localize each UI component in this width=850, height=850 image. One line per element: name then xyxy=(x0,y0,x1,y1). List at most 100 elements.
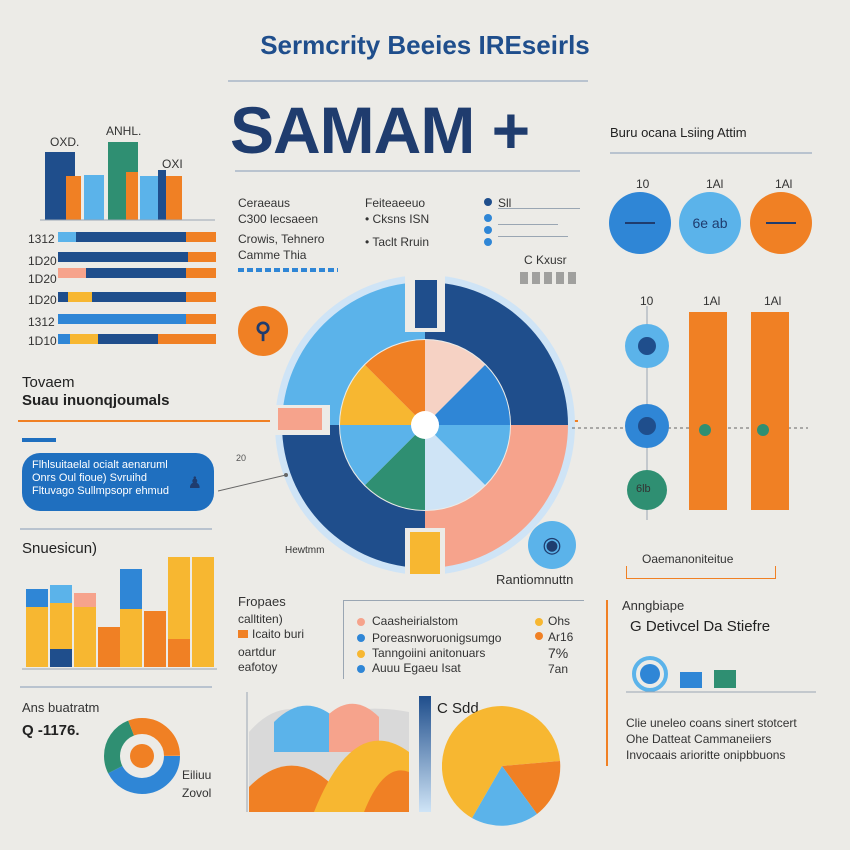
stacked-column-chart xyxy=(22,557,217,670)
mid-col3-rule-2 xyxy=(498,224,558,225)
bottom-pie-yellow xyxy=(502,706,560,766)
left-divider xyxy=(20,528,212,530)
hbar-3c xyxy=(186,268,216,278)
hbar-6d xyxy=(158,334,216,344)
hbar-label-2: 1D20 xyxy=(28,254,57,268)
area-chart xyxy=(246,692,409,812)
mid-col2-line2: • Cksns ISN xyxy=(365,212,430,226)
hbar-label-5: 1312 xyxy=(28,315,55,329)
hbar-6b xyxy=(70,334,98,344)
mid-left-bottom-label: Hewtmm xyxy=(285,545,325,556)
hbar-label-1: 1312 xyxy=(28,232,55,246)
legend-val-dot-1 xyxy=(535,618,543,626)
col-1b xyxy=(26,607,48,667)
right-bar-label-1: 10 xyxy=(640,294,654,308)
col-7a xyxy=(168,557,190,639)
mid-col3-sub: C Kxusr xyxy=(524,253,567,267)
right-circle-2: 6e ab xyxy=(679,192,741,254)
mini-bar-2 xyxy=(714,670,736,688)
hbar-2b xyxy=(188,252,216,262)
bar-top-label-1: OXD. xyxy=(50,135,80,149)
props-label-1: Fropaes xyxy=(238,594,286,609)
right-dot-1-inner xyxy=(638,337,656,355)
hbar-6a xyxy=(58,334,70,344)
donut-seg-pink xyxy=(425,425,568,568)
bottom-pie-yellow-2 xyxy=(442,706,502,818)
right-header: Buru ocana Lsiing Attim xyxy=(610,125,747,140)
hbar-6c xyxy=(98,334,158,344)
footer-line-2: Ohe Datteat Cammaneiiers xyxy=(626,732,772,746)
bottom-label-1: Ans buatratm xyxy=(22,700,100,715)
hbar-3b xyxy=(86,268,186,278)
bar-top-label-2: ANHL. xyxy=(106,124,142,138)
col-3a xyxy=(74,593,96,607)
mid-col3-rule-1 xyxy=(498,208,580,209)
section-label-3: Snuesicun) xyxy=(22,540,98,557)
big-title: SAMAM + xyxy=(230,92,531,168)
col-2c xyxy=(50,649,72,667)
target-badge: ◉ xyxy=(528,521,576,569)
right-circle-center-text: 6e ab xyxy=(692,215,728,231)
magnify-icon: ⚲ xyxy=(254,318,272,343)
bar-6 xyxy=(140,176,158,220)
mid-col2-line3: • Taclt Rruin xyxy=(365,235,430,249)
mid-col3-label: Sll xyxy=(498,196,512,210)
mid-col1-line3: Crowis, Tehnero xyxy=(238,232,325,246)
connector-dot-1 xyxy=(284,473,288,477)
hbar-5a xyxy=(58,314,186,324)
mid-col1-line4: Camme Thia xyxy=(238,248,307,262)
donut-seg-lightblue xyxy=(282,282,425,425)
hbar-1c xyxy=(186,232,216,242)
props-label-2: calltiten) xyxy=(238,612,283,626)
pie-slice-3 xyxy=(425,425,510,485)
mid-right-bottom-label: Rantiomnuttn xyxy=(496,572,574,587)
mid-col1-line2: C300 lecsaeen xyxy=(238,212,319,226)
mid-col3-dot-3 xyxy=(484,226,492,234)
hbar-label-6: 1D10 xyxy=(28,334,57,348)
bar-3 xyxy=(84,175,104,220)
footer-line-3: Invocaais arioritte onipbbuons xyxy=(626,748,786,762)
pie-slice-2 xyxy=(425,365,510,425)
right-bottom-caption: Oaemanoniteitue xyxy=(642,552,734,566)
props-label-5: eafotoy xyxy=(238,660,278,674)
right-section-1: Anngbiape xyxy=(622,598,685,613)
pie-slice-6 xyxy=(340,425,425,485)
col-7b xyxy=(168,639,190,667)
legend-dot-1 xyxy=(357,618,365,626)
col-2b xyxy=(50,603,72,649)
right-bar-1-dot xyxy=(699,424,711,436)
hbar-5b xyxy=(186,314,216,324)
bottom-pie-blue xyxy=(472,766,537,826)
legend-dot-3 xyxy=(357,650,365,658)
right-circle-3 xyxy=(750,192,812,254)
col-5b xyxy=(120,609,142,667)
big-title-divider xyxy=(235,170,580,172)
right-circle-1-dash xyxy=(625,222,655,224)
title-divider xyxy=(228,80,588,82)
big-title-plus: + xyxy=(491,93,531,167)
legend-value-2: Ar16 xyxy=(548,630,574,644)
hbar-label-4: 1D20 xyxy=(28,293,57,307)
bottom-label-4: Zovol xyxy=(182,786,212,800)
right-bar-2 xyxy=(751,312,789,510)
right-dot-3 xyxy=(627,470,667,510)
mid-col1-dashes xyxy=(238,268,338,272)
pie-hole xyxy=(411,411,439,439)
connector-1 xyxy=(218,474,287,492)
mid-col3-dot-2 xyxy=(484,214,492,222)
donut-notch-bottom xyxy=(410,532,440,574)
col-3b xyxy=(74,607,96,667)
mini-bar-1 xyxy=(680,672,702,688)
props-label-3: Icaito buri xyxy=(252,627,305,641)
page-title: Sermcrity Beeies IREseirls xyxy=(260,30,590,60)
right-mini-chart xyxy=(626,656,816,693)
right-circle-1 xyxy=(609,192,671,254)
legend-text-3: Tanngoiini anitonuars xyxy=(372,646,486,660)
bottom-label-3: Eiliuu xyxy=(182,768,212,782)
hbar-4b xyxy=(68,292,92,302)
hbar-3a xyxy=(58,268,86,278)
right-circle-3-dash xyxy=(766,222,796,224)
bar-7 xyxy=(158,170,166,220)
short-divider xyxy=(22,438,56,442)
pie-slice-1 xyxy=(425,340,485,425)
